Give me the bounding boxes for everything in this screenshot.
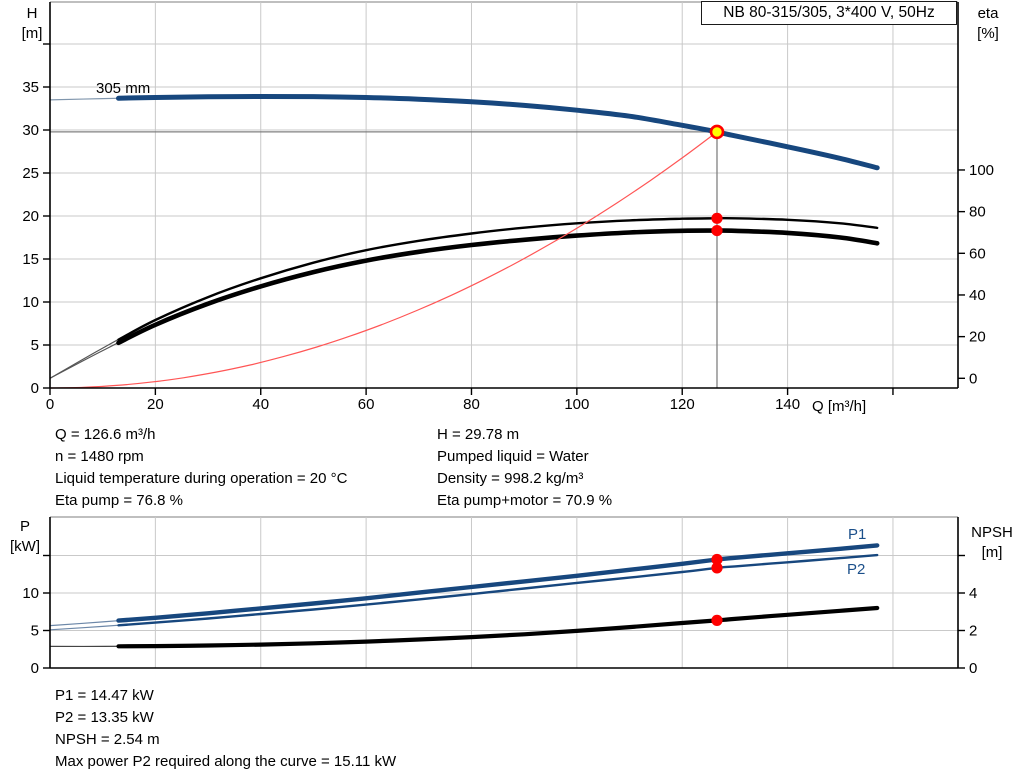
y-right-tick-label: 60 [969, 245, 986, 262]
duty-info-left: Q = 126.6 m³/h n = 1480 rpm Liquid tempe… [55, 424, 347, 512]
curve-label-305mm: 305 mm [96, 80, 151, 97]
y-right-tick-label: 0 [969, 660, 977, 677]
eta-axis-label: eta [%] [968, 4, 1008, 44]
info-line-eta-pump: Eta pump = 76.8 % [55, 492, 183, 509]
curve-label-p2: P2 [847, 561, 866, 578]
curve-p1 [116, 543, 880, 623]
eta-axis-symbol: eta [977, 5, 999, 22]
npsh-axis-label: NPSH [m] [960, 523, 1024, 563]
duty-info-right: H = 29.78 m Pumped liquid = Water Densit… [437, 424, 612, 512]
curve-npsh [116, 605, 880, 649]
curve-305-mm [116, 93, 880, 171]
info-line-max-power: Max power P2 required along the curve = … [55, 753, 397, 770]
x-tick-label: 20 [147, 396, 164, 413]
info-line-liquid-temp: Liquid temperature during operation = 20… [55, 470, 348, 487]
y-left-tick-label: 25 [22, 165, 39, 182]
x-tick-label: 0 [46, 396, 54, 413]
curve-p2 [117, 553, 879, 627]
curve-eta-pump-motor [116, 228, 880, 346]
info-line-q: Q = 126.6 m³/h [55, 426, 156, 443]
x-tick-label: 60 [358, 396, 375, 413]
info-line-density: Density = 998.2 kg/m³ [437, 470, 584, 487]
info-line-p1: P1 = 14.47 kW [55, 687, 154, 704]
operating-marker-dot [711, 212, 723, 224]
x-tick-label: 100 [564, 396, 589, 413]
power-info-block: P1 = 14.47 kW P2 = 13.35 kW NPSH = 2.54 … [55, 685, 396, 773]
y-left-tick-label: 0 [31, 660, 39, 677]
h-axis-label: H [m] [15, 4, 49, 44]
y-right-tick-label: 20 [969, 329, 986, 346]
y-left-tick-label: 5 [31, 623, 39, 640]
operating-marker-dot [711, 553, 723, 566]
y-left-tick-label: 35 [22, 79, 39, 96]
y-left-tick-label: 30 [22, 122, 39, 139]
y-left-tick-label: 5 [31, 337, 39, 354]
curve-eta-pump [117, 216, 879, 341]
y-right-tick-label: 80 [969, 204, 986, 221]
info-line-p2: P2 = 13.35 kW [55, 709, 154, 726]
y-right-tick-label: 2 [969, 623, 977, 640]
operating-marker-dot [711, 562, 723, 574]
h-axis-unit: [m] [21, 25, 43, 42]
eta-axis-unit: [%] [977, 25, 999, 42]
y-right-tick-label: 40 [969, 287, 986, 304]
curve-system-curve-thin [49, 131, 718, 389]
p-axis-label: P [kW] [3, 517, 47, 557]
duty-point-marker [709, 124, 725, 140]
y-left-tick-label: 15 [22, 251, 39, 268]
y-left-tick-label: 10 [22, 294, 39, 311]
info-line-pumped-liquid: Pumped liquid = Water [437, 448, 589, 465]
p-axis-unit: [kW] [10, 538, 40, 555]
operating-marker-dot [711, 224, 723, 237]
curve-eta-pump-motor-thin [49, 229, 878, 379]
info-line-h: H = 29.78 m [437, 426, 520, 443]
y-right-tick-label: 100 [969, 162, 994, 179]
x-tick-label: 120 [670, 396, 695, 413]
pump-title-box: NB 80-315/305, 3*400 V, 50Hz [701, 1, 957, 25]
curve-eta-pump-thin [49, 217, 878, 379]
operating-marker-dot [711, 614, 723, 626]
y-left-tick-label: 20 [22, 208, 39, 225]
x-tick-label: 40 [252, 396, 269, 413]
curve-npsh-thin [49, 607, 878, 648]
curve-label-p1: P1 [848, 526, 867, 543]
h-axis-symbol: H [26, 5, 38, 22]
p-axis-symbol: P [19, 518, 30, 535]
npsh-axis-unit: [m] [981, 544, 1003, 561]
info-line-eta-pump-motor: Eta pump+motor = 70.9 % [437, 492, 613, 509]
y-right-tick-label: 4 [969, 585, 977, 602]
q-axis-label: Q [m³/h] [812, 398, 867, 415]
y-left-tick-label: 0 [31, 380, 39, 397]
y-left-tick-label: 10 [22, 585, 39, 602]
x-tick-label: 80 [463, 396, 480, 413]
info-line-npsh: NPSH = 2.54 m [55, 731, 160, 748]
info-line-n: n = 1480 rpm [55, 448, 144, 465]
npsh-axis-symbol: NPSH [971, 524, 1013, 541]
x-tick-label: 140 [775, 396, 800, 413]
y-right-tick-label: 0 [969, 370, 977, 387]
